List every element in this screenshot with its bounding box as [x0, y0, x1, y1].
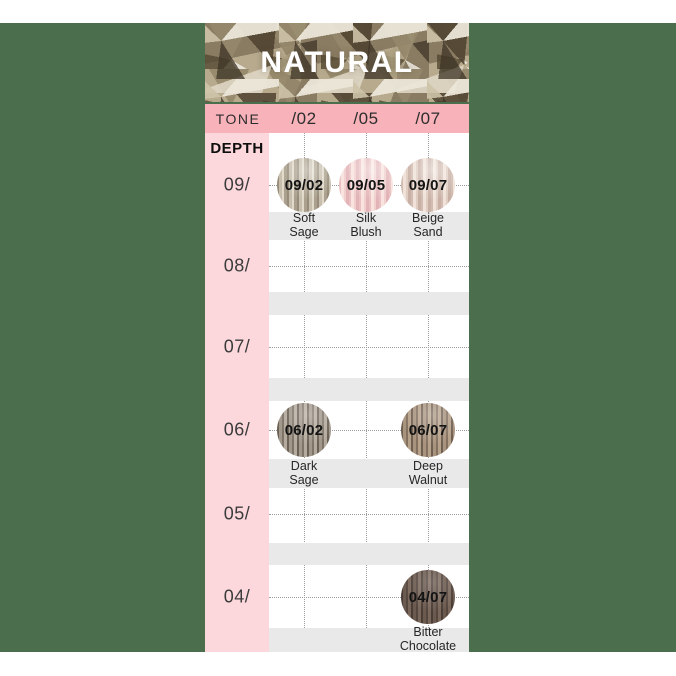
swatch-09-02: 09/02 [277, 158, 331, 212]
shade-name-line: Sage [289, 225, 319, 239]
shade-name-line: Dark [290, 458, 318, 473]
swatch-06-02: 06/02 [277, 403, 331, 457]
shade-name-06-02: Dark Sage [265, 459, 343, 488]
shade-name-09-05: Silk Blush [327, 211, 405, 240]
grid-hline-depth06 [269, 430, 469, 431]
swatch-04-07: 04/07 [401, 570, 455, 624]
label-band-depth08 [269, 292, 469, 315]
grid-hline-depth05 [269, 514, 469, 515]
swatch-code: 04/07 [408, 588, 448, 606]
depth-level-05: 05/ [223, 503, 251, 524]
shade-name-06-07: Deep Walnut [389, 459, 467, 488]
shade-name-line: Deep [413, 458, 443, 473]
shade-name-04-07: Bitter Chocolate [389, 625, 467, 653]
shade-name-line: Sand [413, 225, 443, 239]
label-band-depth05 [269, 543, 469, 565]
swatch-code: 09/05 [346, 176, 386, 194]
tone-column-05: /05 [353, 108, 379, 128]
swatch-09-05: 09/05 [339, 158, 393, 212]
grid-hline-depth07 [269, 347, 469, 348]
tone-header-row: TONE /02 /05 /07 [205, 104, 469, 133]
shade-name-line: Sage [289, 472, 319, 487]
shade-name-line: Chocolate [399, 639, 457, 653]
swatch-code: 06/02 [284, 421, 324, 439]
shade-name-09-02: Soft Sage [265, 211, 343, 240]
tone-row-label: TONE [215, 110, 261, 127]
label-band-depth07 [269, 378, 469, 401]
swatch-code: 09/02 [284, 176, 324, 194]
swatch-09-07: 09/07 [401, 158, 455, 212]
shade-name-09-07: Beige Sand [389, 211, 467, 240]
swatch-06-07: 06/07 [401, 403, 455, 457]
shade-name-line: Walnut [408, 472, 448, 487]
grid-hline-depth04 [269, 597, 469, 598]
tone-column-07: /07 [415, 108, 441, 128]
shade-name-line: Beige [412, 211, 444, 226]
label-band-depth06 [269, 459, 469, 488]
header-gradient-bar [270, 87, 469, 102]
depth-level-09: 09/ [223, 174, 251, 195]
depth-level-07: 07/ [223, 336, 251, 357]
tone-column-02: /02 [291, 108, 317, 128]
shade-name-line: Blush [350, 225, 382, 239]
label-band-depth09 [269, 212, 469, 240]
label-band-depth04 [269, 628, 469, 652]
depth-column-label: DEPTH [210, 140, 264, 157]
shade-name-line: Silk [355, 211, 377, 226]
shade-name-line: Bitter [413, 625, 443, 640]
shade-grid: Soft Sage Silk Blush Beige Sand Dark Sag… [269, 133, 469, 653]
shade-name-line: Soft [292, 211, 316, 226]
swatch-code: 06/07 [408, 421, 448, 439]
depth-level-04: 04/ [223, 586, 251, 607]
swatch-code: 09/07 [408, 176, 448, 194]
depth-level-06: 06/ [223, 419, 251, 440]
depth-column: DEPTH 09/ 08/ 07/ 06/ 05/ 04/ [205, 133, 269, 652]
header-texture-image: NATURAL [205, 23, 469, 102]
grid-hline-depth08 [269, 266, 469, 267]
depth-level-08: 08/ [223, 255, 251, 276]
